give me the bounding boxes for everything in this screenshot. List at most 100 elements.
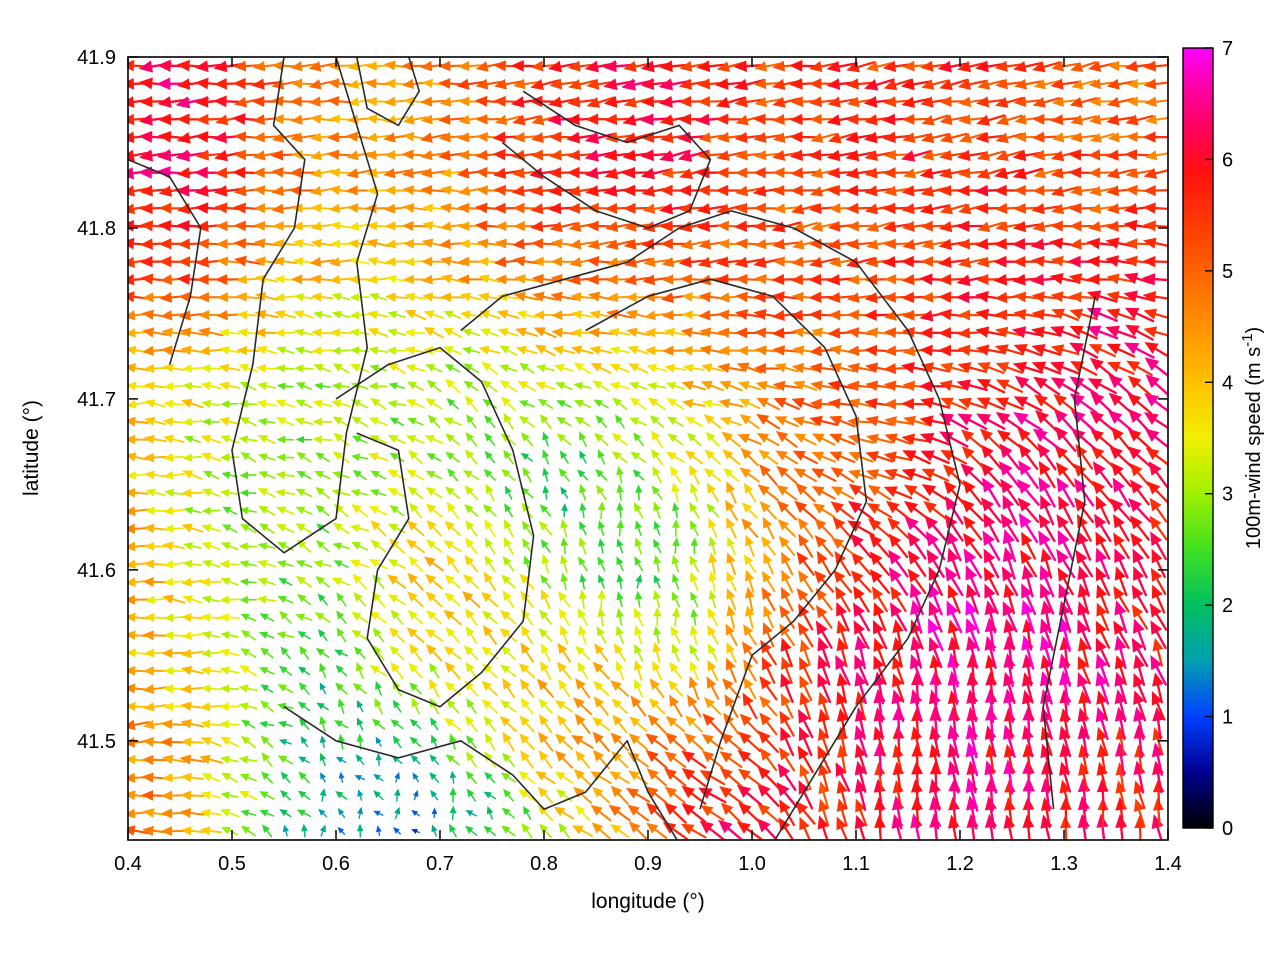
wind-arrow	[1089, 185, 1116, 197]
wind-arrow	[255, 363, 278, 373]
wind-arrow	[799, 656, 813, 684]
wind-arrow	[299, 718, 310, 730]
wind-arrow	[257, 381, 277, 391]
wind-arrow	[653, 625, 662, 644]
wind-arrow	[447, 468, 459, 482]
wind-arrow	[1111, 426, 1132, 452]
wind-arrow	[430, 717, 439, 731]
wind-arrow	[579, 520, 587, 536]
wind-arrow	[957, 397, 987, 410]
wind-arrow	[554, 700, 574, 713]
wind-arrow	[218, 363, 241, 373]
wind-arrow	[736, 784, 763, 806]
wind-arrow	[240, 523, 257, 534]
wind-arrow	[632, 469, 645, 481]
wind-arrow	[366, 132, 391, 143]
wind-arrow	[570, 292, 595, 302]
wind-arrow	[406, 520, 425, 537]
wind-arrow	[667, 416, 684, 427]
wind-arrow	[761, 656, 776, 684]
wind-arrow	[200, 719, 222, 729]
wind-arrow	[540, 574, 552, 589]
wind-arrow	[241, 719, 256, 729]
wind-arrow	[635, 520, 643, 536]
wind-arrow	[928, 636, 943, 669]
wind-arrow	[939, 78, 969, 91]
wind-arrow	[370, 520, 387, 537]
wind-arrow	[181, 612, 204, 622]
wind-arrow	[180, 719, 205, 729]
wind-arrow	[867, 484, 892, 501]
wind-arrow	[653, 607, 662, 627]
wind-arrow	[1133, 690, 1147, 722]
wind-arrow	[634, 624, 643, 645]
wind-arrow	[961, 446, 984, 468]
wind-arrow	[537, 786, 554, 804]
wind-arrow	[680, 239, 707, 250]
wind-arrow	[671, 607, 681, 627]
wind-arrow	[425, 398, 443, 410]
wind-arrow	[1131, 584, 1149, 614]
wind-arrow	[298, 682, 310, 695]
wind-arrow	[1013, 344, 1043, 357]
wind-arrow	[586, 96, 616, 108]
wind-arrow	[356, 823, 364, 838]
wind-arrow	[518, 771, 536, 785]
wind-arrow	[900, 78, 933, 91]
wind-arrow	[424, 556, 444, 572]
wind-arrow	[556, 661, 572, 680]
wind-arrow	[387, 488, 407, 498]
wind-arrow	[444, 681, 461, 696]
wind-arrow	[216, 310, 243, 321]
wind-arrow	[331, 310, 351, 319]
wind-arrow	[388, 382, 405, 390]
wind-arrow	[537, 731, 554, 752]
x-axis-label: longitude (°)	[591, 890, 704, 913]
wind-arrow	[558, 608, 570, 627]
wind-arrow	[201, 773, 221, 783]
wind-arrow	[496, 309, 520, 319]
wind-arrow	[483, 715, 497, 732]
wind-arrow	[980, 462, 1003, 487]
wind-arrow	[313, 364, 332, 373]
wind-arrow	[1108, 392, 1134, 415]
wind-arrow	[182, 381, 203, 391]
wind-arrow	[1077, 724, 1090, 758]
wind-arrow	[314, 470, 331, 480]
wind-arrow	[128, 612, 149, 623]
wind-arrow	[335, 756, 347, 764]
wind-arrow	[1133, 798, 1146, 827]
wind-arrow	[616, 519, 625, 537]
wind-arrow	[373, 790, 384, 801]
wind-arrow	[1077, 530, 1092, 561]
wind-arrow	[143, 363, 167, 374]
wind-arrow	[665, 381, 685, 390]
wind-arrow	[161, 327, 187, 338]
wind-arrow	[375, 825, 382, 837]
wind-arrow	[947, 619, 960, 650]
wind-arrow	[791, 203, 820, 215]
wind-arrow	[549, 221, 578, 233]
wind-arrow	[387, 434, 406, 445]
wind-arrow	[128, 363, 149, 373]
wind-arrow	[180, 701, 205, 711]
wind-arrow	[541, 553, 550, 574]
wind-arrow	[666, 397, 685, 410]
wind-arrow	[715, 96, 746, 109]
wind-arrow	[486, 805, 494, 820]
wind-arrow	[518, 400, 535, 408]
wind-arrow	[295, 435, 312, 444]
wind-arrow	[596, 626, 607, 644]
wind-arrow	[337, 698, 345, 714]
wind-arrow	[745, 534, 755, 557]
wind-arrow	[275, 364, 295, 373]
wind-arrow	[850, 533, 872, 559]
wind-arrow	[502, 678, 515, 699]
wind-arrow	[963, 532, 983, 559]
wind-arrow	[238, 435, 258, 444]
wind-arrow	[633, 432, 644, 447]
wind-arrow	[593, 680, 610, 697]
wind-arrow	[408, 662, 423, 679]
wind-arrow	[295, 613, 313, 622]
wind-arrow	[256, 595, 277, 604]
